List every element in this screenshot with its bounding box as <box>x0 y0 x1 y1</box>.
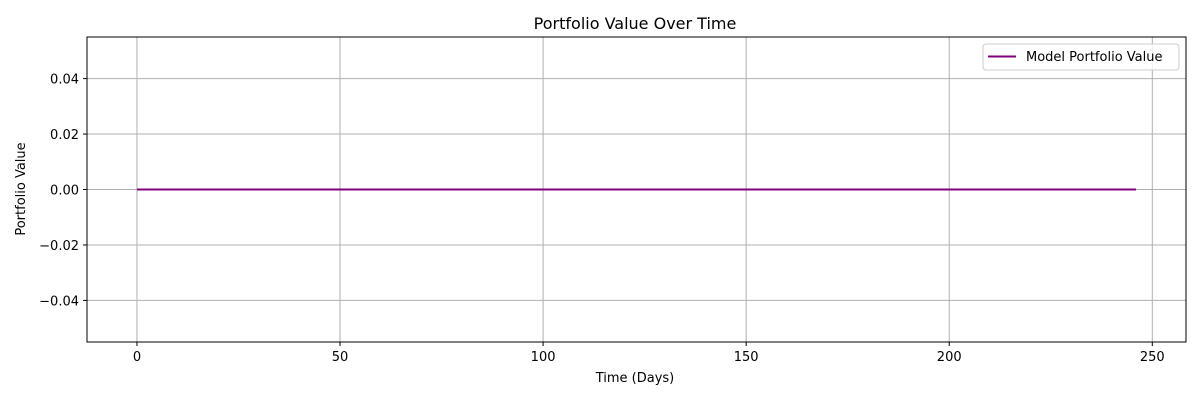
x-tick-label: 250 <box>1140 350 1165 365</box>
y-tick-label: −0.04 <box>39 294 79 309</box>
y-tick-label: 0.00 <box>50 184 79 199</box>
legend-box <box>982 43 1180 71</box>
x-tick-label: 100 <box>531 350 556 365</box>
x-tick-label: 150 <box>734 350 759 365</box>
legend-label-model-portfolio-value: Model Portfolio Value <box>1026 50 1162 65</box>
x-axis-label: Time (Days) <box>595 371 675 386</box>
y-axis-label: Portfolio Value <box>14 142 29 235</box>
x-tick-label: 50 <box>332 350 349 365</box>
x-tick-label: 0 <box>133 350 141 365</box>
legend: Model Portfolio Value <box>982 43 1180 71</box>
x-tick-label: 200 <box>937 350 962 365</box>
tick-layer: 0 50 100 150 200 250 −0.04 −0.02 0.00 0.02 0.04 <box>39 73 1165 365</box>
chart-title: Portfolio Value Over Time <box>534 14 737 33</box>
y-tick-label: 0.04 <box>50 73 79 88</box>
y-tick-label: −0.02 <box>39 239 79 254</box>
y-tick-label: 0.02 <box>50 128 79 143</box>
